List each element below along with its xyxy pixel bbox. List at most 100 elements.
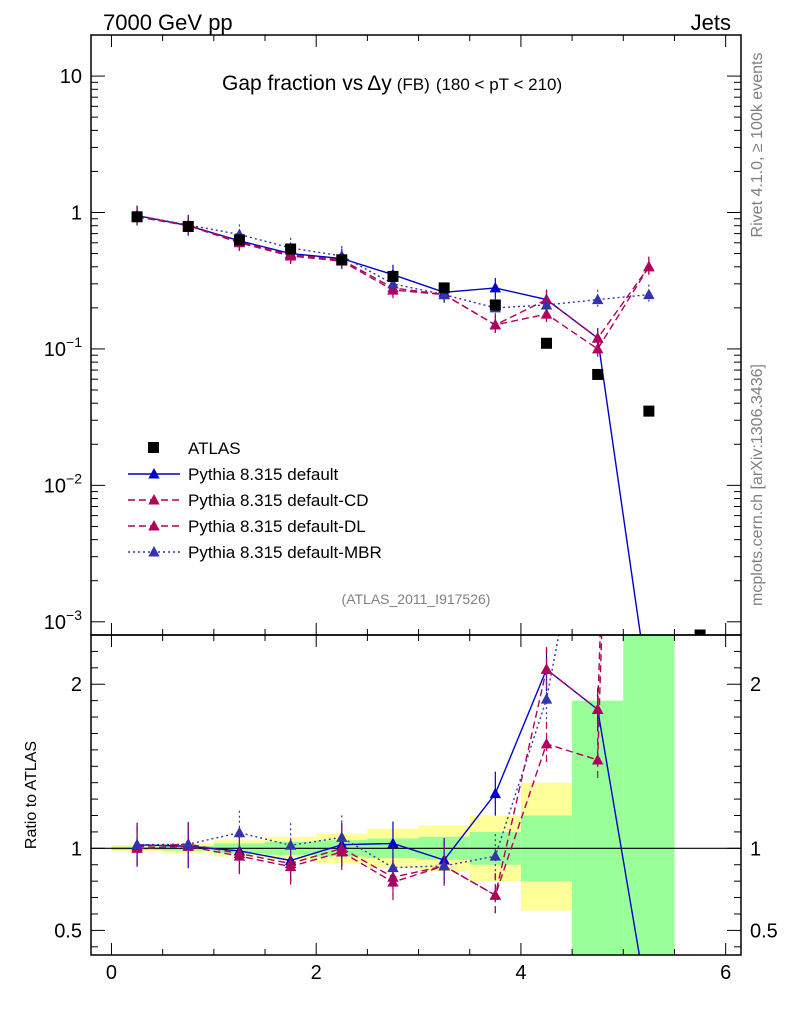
ratio-marker — [592, 426, 603, 437]
data-point — [541, 337, 553, 349]
ratio-panel-frame — [90, 634, 742, 956]
data-point — [438, 282, 450, 294]
rivet-version-label: Rivet 4.1.0, ≥ 100k events — [749, 53, 766, 238]
legend-label: Pythia 8.315 default-MBR — [188, 543, 382, 562]
legend-marker-triangle — [148, 546, 160, 557]
uncertainty-bands — [91, 635, 741, 955]
ratio-line-0 — [137, 668, 665, 955]
data-point — [694, 629, 706, 635]
legend: ATLAS Pythia 8.315 default Pythia 8.315 de… — [128, 439, 382, 562]
tick-base: 10 — [44, 339, 66, 361]
ratio-marker — [540, 737, 553, 749]
band-stat — [623, 635, 675, 955]
x-tick-label: 2 — [311, 962, 322, 984]
data-point — [233, 234, 245, 246]
tick-exponent: −3 — [66, 607, 82, 623]
title-delta-y: Δy — [367, 72, 392, 95]
tick-exponent: −2 — [66, 470, 82, 486]
y-tick-label-ratio: 0.5 — [54, 920, 82, 942]
ratio-marker — [540, 663, 553, 674]
mcplots-label: mcplots.cern.ch [arXiv:1306.3436] — [749, 364, 766, 606]
series-marker — [489, 281, 502, 293]
tick-base: 10 — [44, 475, 66, 497]
ratio-marker — [336, 842, 348, 853]
y-tick-label-ratio: 1 — [71, 838, 82, 860]
ratio-marker — [284, 857, 297, 869]
ratio-marker — [233, 847, 246, 859]
legend-entry: ATLAS — [148, 439, 241, 458]
legend-marker-square — [148, 442, 159, 453]
series-line-3 — [136, 214, 649, 309]
ratio-axis-label: Ratio to ATLAS — [23, 741, 40, 849]
ratio-marker — [489, 787, 502, 799]
ratio-marker — [284, 839, 297, 850]
series-marker — [438, 288, 450, 300]
ratio-marker — [489, 850, 502, 861]
x-tick-label: 4 — [515, 962, 526, 984]
ratio-marker — [233, 826, 246, 838]
y-tick-label-ratio: 2 — [71, 674, 82, 696]
title-fb: (FB) — [397, 75, 430, 94]
legend-marker-triangle — [148, 520, 160, 531]
y-tick-label-main: 10−2 — [44, 470, 82, 497]
legend-label: Pythia 8.315 default-DL — [188, 517, 366, 536]
legend-entry: Pythia 8.315 default-MBR — [128, 543, 382, 562]
series-marker — [643, 260, 655, 272]
y-tick-label-main: 10−1 — [44, 334, 82, 361]
series-marker — [387, 277, 399, 289]
data-point — [182, 220, 194, 232]
series-marker — [591, 293, 604, 305]
ratio-marker — [387, 861, 399, 873]
ratio-marker — [489, 889, 502, 900]
ratio-marker — [336, 831, 348, 842]
series-marker — [591, 342, 604, 354]
legend-marker-triangle — [148, 468, 160, 479]
y-tick-label-ratio-right: 0.5 — [750, 920, 778, 942]
legend-entry: Pythia 8.315 default-DL — [128, 517, 366, 536]
ratio-line-3 — [137, 635, 560, 869]
data-point — [285, 243, 297, 255]
data-point — [489, 299, 501, 311]
legend-label: Pythia 8.315 default-CD — [188, 491, 369, 510]
reference-label: (ATLAS_2011_I917526) — [342, 591, 491, 607]
y-tick-label-ratio-right: 2 — [750, 674, 761, 696]
header-energy-label: 7000 GeV pp — [103, 10, 233, 35]
plot-title: Gap fraction vs Δy (FB) (180 < pT < 210) — [222, 72, 562, 95]
legend-label: Pythia 8.315 default — [188, 465, 339, 484]
ratio-marker — [540, 693, 553, 704]
ratio-marker — [182, 838, 194, 849]
title-pt-range: (180 < pT < 210) — [436, 75, 562, 94]
header-process-label: Jets — [691, 10, 731, 35]
legend-entry: Pythia 8.315 default — [128, 465, 339, 484]
series-marker — [540, 298, 553, 310]
legend-entry: Pythia 8.315 default-CD — [128, 491, 369, 510]
ratio-panel-data — [131, 426, 665, 955]
ratio-marker — [387, 837, 399, 849]
legend-marker-triangle — [148, 494, 160, 505]
series-marker — [540, 293, 553, 305]
data-point — [336, 254, 348, 266]
data-point — [387, 270, 399, 282]
ratio-marker — [438, 859, 450, 871]
data-point — [131, 211, 143, 223]
series-marker — [643, 288, 655, 300]
data-point — [643, 405, 655, 417]
x-tick-label: 0 — [106, 962, 117, 984]
data-point — [592, 368, 604, 380]
main-panel-data — [131, 205, 706, 635]
y-tick-label-ratio-right: 1 — [750, 838, 761, 860]
y-tick-label-main: 1 — [71, 202, 82, 224]
x-tick-label: 6 — [720, 962, 731, 984]
title-main: Gap fraction vs — [222, 72, 363, 95]
series-marker — [591, 332, 604, 343]
ratio-marker — [591, 753, 604, 765]
ratio-marker — [131, 838, 143, 850]
ratio-marker — [591, 703, 604, 714]
series-marker — [540, 308, 553, 319]
y-tick-label-main: 10−3 — [44, 607, 82, 634]
tick-exponent: −1 — [66, 334, 82, 350]
series-marker — [489, 318, 502, 330]
legend-label: ATLAS — [188, 439, 241, 458]
